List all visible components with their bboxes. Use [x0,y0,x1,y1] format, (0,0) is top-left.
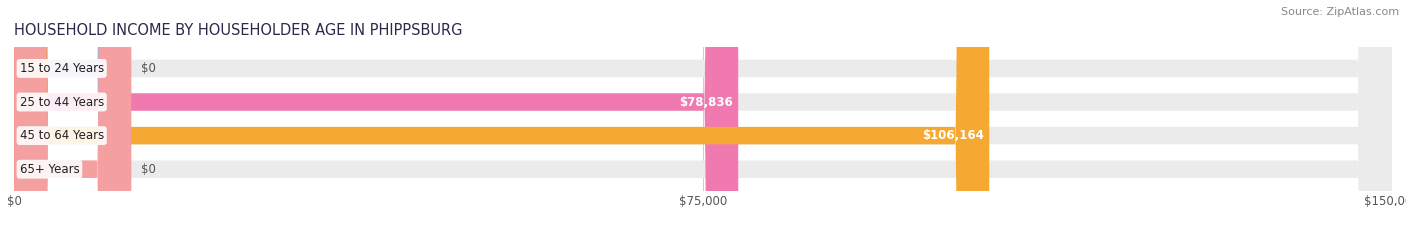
Text: 65+ Years: 65+ Years [20,163,79,176]
FancyBboxPatch shape [14,0,1392,233]
FancyBboxPatch shape [14,0,1392,233]
Text: 45 to 64 Years: 45 to 64 Years [20,129,104,142]
FancyBboxPatch shape [14,0,131,233]
Text: $0: $0 [141,62,156,75]
FancyBboxPatch shape [14,0,131,233]
Text: 15 to 24 Years: 15 to 24 Years [20,62,104,75]
FancyBboxPatch shape [14,0,1392,233]
Text: HOUSEHOLD INCOME BY HOUSEHOLDER AGE IN PHIPPSBURG: HOUSEHOLD INCOME BY HOUSEHOLDER AGE IN P… [14,24,463,38]
Text: $0: $0 [141,163,156,176]
Text: $106,164: $106,164 [922,129,984,142]
Text: Source: ZipAtlas.com: Source: ZipAtlas.com [1281,7,1399,17]
FancyBboxPatch shape [14,0,738,233]
Text: $78,836: $78,836 [679,96,733,109]
FancyBboxPatch shape [14,0,990,233]
FancyBboxPatch shape [14,0,1392,233]
Text: 25 to 44 Years: 25 to 44 Years [20,96,104,109]
